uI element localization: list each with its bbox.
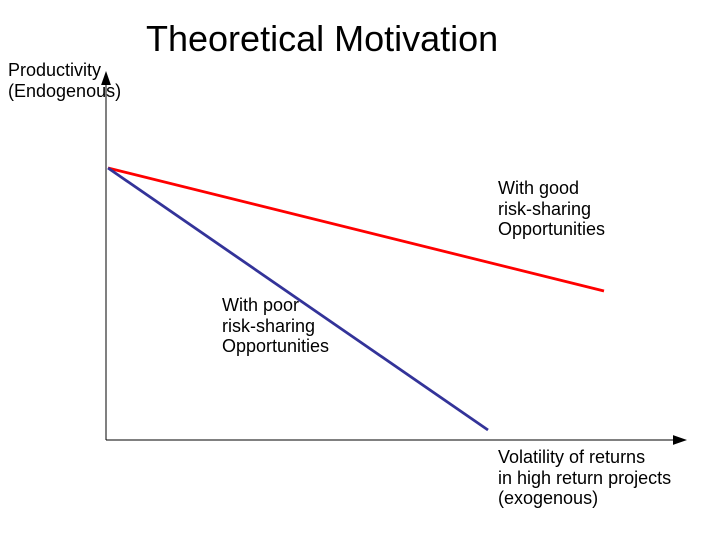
good-line bbox=[108, 168, 604, 291]
x-axis-arrow bbox=[673, 435, 687, 445]
y-axis-arrow bbox=[101, 71, 111, 85]
plot-svg bbox=[0, 0, 720, 540]
chart-stage: Theoretical Motivation Productivity (End… bbox=[0, 0, 720, 540]
poor-line bbox=[108, 168, 488, 430]
